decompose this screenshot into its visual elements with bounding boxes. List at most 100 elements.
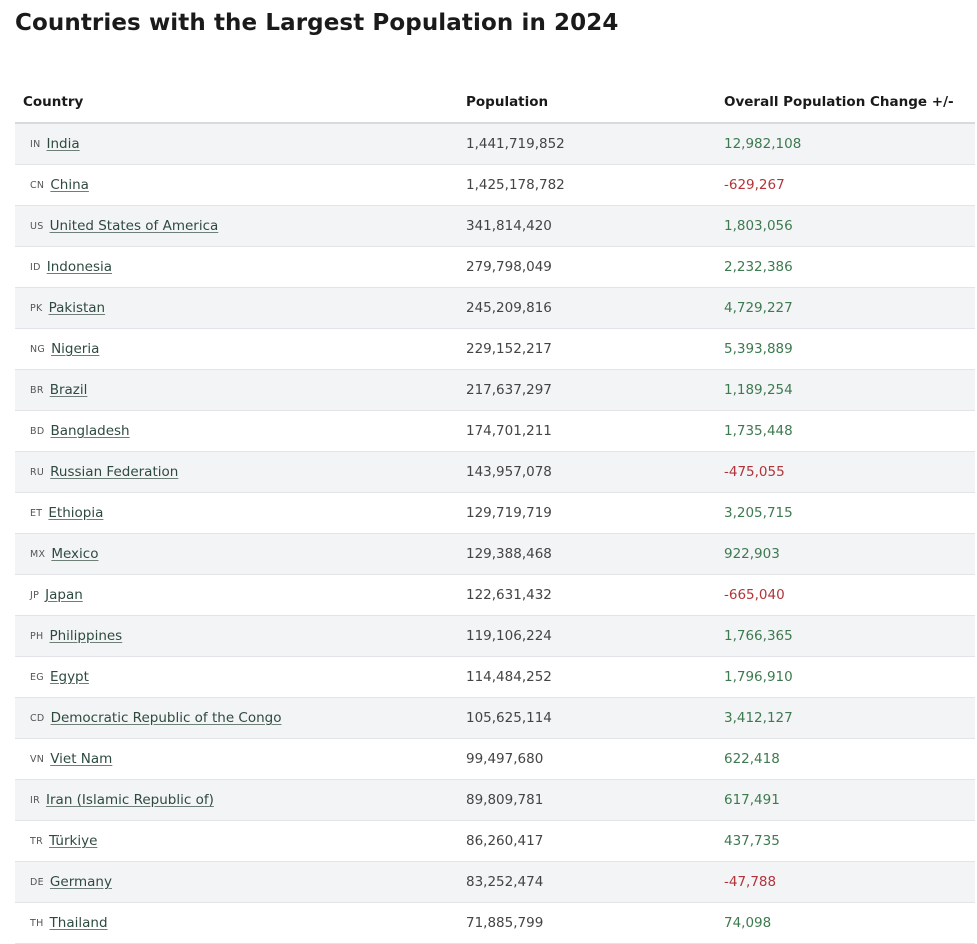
cell-population-change: 617,491 — [724, 779, 975, 821]
country-link[interactable]: Iran (Islamic Republic of) — [46, 792, 214, 808]
cell-population: 86,260,417 — [466, 820, 724, 862]
cell-population-change: -475,055 — [724, 451, 975, 493]
cell-country: TR Türkiye — [15, 820, 466, 862]
country-code: NG — [30, 344, 46, 355]
cell-population: 114,484,252 — [466, 656, 724, 698]
cell-population-change: 4,729,227 — [724, 287, 975, 329]
cell-population: 341,814,420 — [466, 205, 724, 247]
country-code: JP — [30, 590, 40, 601]
cell-population-change: 1,189,254 — [724, 369, 975, 411]
table-row: CN China 1,425,178,782 -629,267 — [15, 164, 975, 206]
country-code: ET — [30, 508, 43, 519]
header-country[interactable]: Country — [15, 82, 466, 124]
cell-country: EG Egypt — [15, 656, 466, 698]
cell-population-change: 74,098 — [724, 902, 975, 944]
cell-population: 129,719,719 — [466, 492, 724, 534]
cell-population: 122,631,432 — [466, 574, 724, 616]
cell-population-change: 437,735 — [724, 820, 975, 862]
cell-country: PK Pakistan — [15, 287, 466, 329]
cell-country: PH Philippines — [15, 615, 466, 657]
cell-population-change: -629,267 — [724, 164, 975, 206]
country-code: BD — [30, 426, 45, 437]
country-link[interactable]: Democratic Republic of the Congo — [50, 710, 282, 726]
country-code: ID — [30, 262, 41, 273]
table-row: CD Democratic Republic of the Congo 105,62… — [15, 697, 975, 739]
cell-population: 279,798,049 — [466, 246, 724, 288]
cell-population: 119,106,224 — [466, 615, 724, 657]
population-table: Country Population Overall Population Ch… — [15, 82, 975, 944]
country-link[interactable]: Germany — [49, 874, 112, 890]
cell-population-change: 1,803,056 — [724, 205, 975, 247]
cell-country: BR Brazil — [15, 369, 466, 411]
country-code: PH — [30, 631, 44, 642]
country-link[interactable]: Thailand — [49, 915, 108, 931]
cell-country: MX Mexico — [15, 533, 466, 575]
table-row: IN India 1,441,719,852 12,982,108 — [15, 123, 975, 165]
country-link[interactable]: Brazil — [49, 382, 88, 398]
country-link[interactable]: China — [50, 177, 89, 193]
country-code: PK — [30, 303, 43, 314]
cell-population: 105,625,114 — [466, 697, 724, 739]
table-row: BD Bangladesh 174,701,211 1,735,448 — [15, 410, 975, 452]
table-row: US United States of America 341,814,420 1,8… — [15, 205, 975, 247]
table-row: BR Brazil 217,637,297 1,189,254 — [15, 369, 975, 411]
cell-population-change: 3,205,715 — [724, 492, 975, 534]
cell-population-change: -47,788 — [724, 861, 975, 903]
header-population[interactable]: Population — [466, 82, 724, 124]
page-title: Countries with the Largest Population in… — [15, 10, 619, 36]
cell-country: VN Viet Nam — [15, 738, 466, 780]
cell-country: BD Bangladesh — [15, 410, 466, 452]
table-header: Country Population Overall Population Ch… — [15, 82, 975, 124]
country-code: TR — [30, 836, 44, 847]
cell-country: IR Iran (Islamic Republic of) — [15, 779, 466, 821]
country-code: CD — [30, 713, 45, 724]
country-link[interactable]: Philippines — [49, 628, 123, 644]
country-code: BR — [30, 385, 44, 396]
country-link[interactable]: Türkiye — [49, 833, 98, 849]
country-code: IN — [30, 139, 41, 150]
country-code: US — [30, 221, 44, 232]
cell-country: CN China — [15, 164, 466, 206]
cell-population: 83,252,474 — [466, 861, 724, 903]
cell-population: 71,885,799 — [466, 902, 724, 944]
cell-population-change: 12,982,108 — [724, 123, 975, 165]
country-link[interactable]: Nigeria — [51, 341, 100, 357]
cell-country: TH Thailand — [15, 902, 466, 944]
cell-country: RU Russian Federation — [15, 451, 466, 493]
cell-population-change: 922,903 — [724, 533, 975, 575]
country-link[interactable]: Ethiopia — [48, 505, 104, 521]
country-link[interactable]: Pakistan — [48, 300, 106, 316]
cell-population-change: 2,232,386 — [724, 246, 975, 288]
table-row: ET Ethiopia 129,719,719 3,205,715 — [15, 492, 975, 534]
cell-country: NG Nigeria — [15, 328, 466, 370]
header-population-change[interactable]: Overall Population Change +/- — [724, 82, 975, 124]
table-row: VN Viet Nam 99,497,680 622,418 — [15, 738, 975, 780]
country-code: TH — [30, 918, 44, 929]
cell-country: CD Democratic Republic of the Congo — [15, 697, 466, 739]
table-row: ID Indonesia 279,798,049 2,232,386 — [15, 246, 975, 288]
country-link[interactable]: Japan — [45, 587, 83, 603]
country-link[interactable]: Egypt — [49, 669, 89, 685]
cell-population-change: 622,418 — [724, 738, 975, 780]
table-row: PH Philippines 119,106,224 1,766,365 — [15, 615, 975, 657]
cell-population: 89,809,781 — [466, 779, 724, 821]
country-link[interactable]: Russian Federation — [50, 464, 179, 480]
cell-population: 1,441,719,852 — [466, 123, 724, 165]
cell-country: US United States of America — [15, 205, 466, 247]
cell-population-change: 3,412,127 — [724, 697, 975, 739]
table-row: IR Iran (Islamic Republic of) 89,809,781 61… — [15, 779, 975, 821]
country-link[interactable]: Viet Nam — [50, 751, 113, 767]
country-link[interactable]: Bangladesh — [50, 423, 130, 439]
table-row: MX Mexico 129,388,468 922,903 — [15, 533, 975, 575]
cell-population-change: 1,796,910 — [724, 656, 975, 698]
country-link[interactable]: United States of America — [49, 218, 219, 234]
table-row: TH Thailand 71,885,799 74,098 — [15, 902, 975, 944]
table-row: TR Türkiye 86,260,417 437,735 — [15, 820, 975, 862]
country-link[interactable]: India — [46, 136, 80, 152]
table-row: JP Japan 122,631,432 -665,040 — [15, 574, 975, 616]
country-link[interactable]: Indonesia — [46, 259, 113, 275]
country-link[interactable]: Mexico — [51, 546, 99, 562]
table-row: RU Russian Federation 143,957,078 -475,055 — [15, 451, 975, 493]
cell-population: 245,209,816 — [466, 287, 724, 329]
cell-country: DE Germany — [15, 861, 466, 903]
